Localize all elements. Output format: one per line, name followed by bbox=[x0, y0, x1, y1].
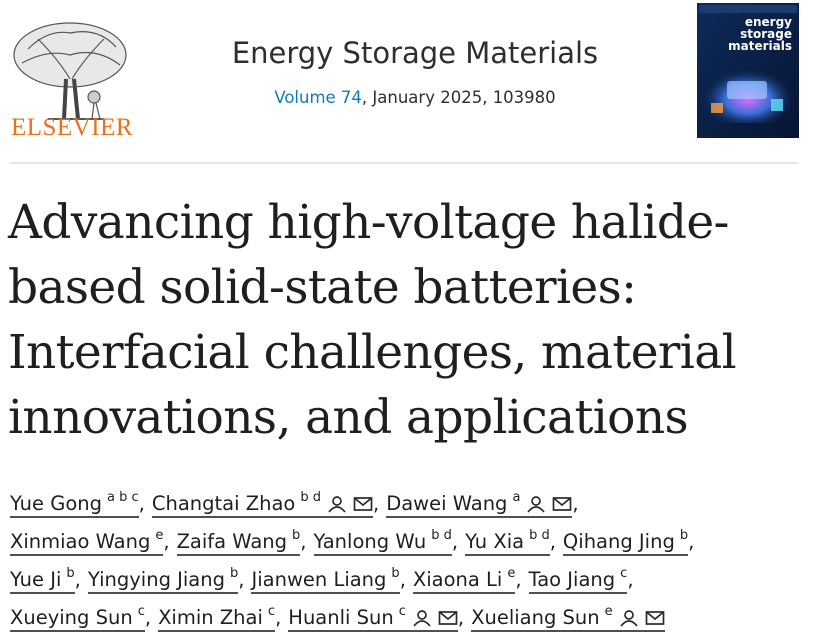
journal-title[interactable]: Energy Storage Materials bbox=[231, 36, 599, 70]
author[interactable]: Xueliang Sun e bbox=[471, 604, 665, 632]
author-name: Yanlong Wu bbox=[313, 530, 427, 553]
affiliation-marker: b d bbox=[529, 528, 550, 543]
author[interactable]: Xinmiao Wang e bbox=[10, 528, 164, 556]
affiliation-marker: b d bbox=[300, 490, 321, 505]
author-profile-icon[interactable] bbox=[412, 609, 432, 627]
author-name: Huanli Sun bbox=[288, 606, 394, 629]
affiliation-marker: e bbox=[155, 528, 164, 543]
affiliation-marker: b d bbox=[431, 528, 452, 543]
title-line: Interfacial challenges, material bbox=[8, 325, 737, 380]
author-line: Yue Gong a b c, Changtai Zhao b d, Dawei Wan… bbox=[10, 480, 810, 518]
separator: , bbox=[144, 606, 152, 629]
author-profile-icon[interactable] bbox=[619, 609, 639, 627]
author-name: Changtai Zhao bbox=[151, 492, 296, 515]
separator: , bbox=[627, 568, 634, 591]
separator: , bbox=[238, 568, 245, 591]
affiliation-marker: a b c bbox=[107, 490, 139, 505]
title-line: innovations, and applications bbox=[8, 390, 689, 445]
author-name: Yingying Jiang bbox=[87, 568, 225, 591]
author-name: Yu Xia bbox=[465, 530, 525, 553]
author[interactable]: Dawei Wang a bbox=[386, 490, 573, 518]
author-name: Zaifa Wang bbox=[176, 530, 288, 553]
publisher-logo bbox=[8, 19, 136, 129]
author-line: Xinmiao Wang e, Zaifa Wang b, Yanlong Wu b d,… bbox=[10, 518, 810, 556]
separator: , bbox=[163, 530, 170, 553]
separator: , bbox=[451, 530, 459, 553]
author-name: Xueying Sun bbox=[10, 606, 133, 629]
separator: , bbox=[300, 530, 307, 553]
author-name: Yue Gong bbox=[10, 492, 103, 515]
author-name: Ximin Zhai bbox=[158, 606, 263, 629]
author-name: Dawei Wang bbox=[386, 492, 508, 515]
author-name: Xiaona Li bbox=[412, 568, 503, 591]
separator: , bbox=[515, 568, 522, 591]
author-name: Yue Ji bbox=[10, 568, 62, 591]
affiliation-marker: c bbox=[267, 604, 276, 619]
affiliation-marker: c bbox=[620, 566, 628, 581]
author[interactable]: Zaifa Wang b bbox=[176, 528, 301, 556]
author-name: Qihang Jing bbox=[562, 530, 675, 553]
author-name: Xinmiao Wang bbox=[10, 530, 151, 553]
issue-info: Volume 74, January 2025, 103980 bbox=[160, 88, 670, 107]
divider bbox=[10, 162, 798, 164]
author[interactable]: Yu Xia b d bbox=[465, 528, 550, 556]
title-line: Advancing high-voltage halide- bbox=[8, 195, 729, 250]
author[interactable]: Huanli Sun c bbox=[288, 604, 458, 632]
separator: , bbox=[572, 492, 579, 515]
email-icon[interactable] bbox=[645, 609, 665, 627]
author[interactable]: Tao Jiang c bbox=[528, 566, 628, 594]
affiliation-marker: a bbox=[512, 490, 521, 505]
affiliation-marker: c bbox=[137, 604, 145, 619]
separator: , bbox=[399, 568, 406, 591]
affiliation-marker: b bbox=[66, 566, 75, 581]
author-list: Yue Gong a b c, Changtai Zhao b d, Dawei Wan… bbox=[10, 480, 810, 632]
author-name: Jianwen Liang bbox=[251, 568, 387, 591]
author[interactable]: Jianwen Liang b bbox=[251, 566, 400, 594]
affiliation-marker: c bbox=[398, 604, 406, 619]
publisher-name: ELSEVIER bbox=[10, 114, 134, 141]
citation: , January 2025, 103980 bbox=[361, 88, 556, 107]
author-profile-icon[interactable] bbox=[526, 495, 546, 513]
author[interactable]: Yingying Jiang b bbox=[87, 566, 239, 594]
separator: , bbox=[275, 606, 282, 629]
separator: , bbox=[138, 492, 145, 515]
affiliation-marker: b bbox=[230, 566, 239, 581]
separator: , bbox=[688, 530, 695, 553]
affiliation-marker: b bbox=[679, 528, 689, 543]
author[interactable]: Yue Gong a b c bbox=[10, 490, 139, 518]
volume-link[interactable]: Volume 74 bbox=[274, 88, 362, 107]
affiliation-marker: e bbox=[604, 604, 613, 619]
email-icon[interactable] bbox=[353, 495, 373, 513]
affiliation-marker: b bbox=[391, 566, 400, 581]
author-profile-icon[interactable] bbox=[327, 495, 347, 513]
cover-title: materials bbox=[728, 39, 792, 53]
affiliation-marker: b bbox=[292, 528, 301, 543]
author[interactable]: Ximin Zhai c bbox=[158, 604, 276, 632]
separator: , bbox=[549, 530, 556, 553]
email-icon[interactable] bbox=[438, 609, 458, 627]
author[interactable]: Yue Ji b bbox=[10, 566, 75, 594]
cover-title: storage bbox=[740, 27, 792, 41]
title-line: based solid-state batteries: bbox=[8, 260, 637, 315]
cover-title: energy bbox=[745, 15, 792, 29]
article-title: Advancing high-voltage halide-based soli… bbox=[8, 190, 808, 450]
author[interactable]: Qihang Jing b bbox=[562, 528, 689, 556]
affiliation-marker: e bbox=[507, 566, 516, 581]
email-icon[interactable] bbox=[552, 495, 572, 513]
separator: , bbox=[372, 492, 380, 515]
separator: , bbox=[74, 568, 81, 591]
author[interactable]: Xiaona Li e bbox=[412, 566, 516, 594]
author[interactable]: Changtai Zhao b d bbox=[151, 490, 373, 518]
author[interactable]: Yanlong Wu b d bbox=[313, 528, 452, 556]
author-line: Yue Ji b, Yingying Jiang b, Jianwen Liang b, X… bbox=[10, 556, 810, 594]
author-name: Tao Jiang bbox=[528, 568, 616, 591]
author-name: Xueliang Sun bbox=[471, 606, 600, 629]
author[interactable]: Xueying Sun c bbox=[10, 604, 145, 632]
author-line: Xueying Sun c, Ximin Zhai c, Huanli Sun c, Xue… bbox=[10, 594, 810, 632]
separator: , bbox=[457, 606, 465, 629]
